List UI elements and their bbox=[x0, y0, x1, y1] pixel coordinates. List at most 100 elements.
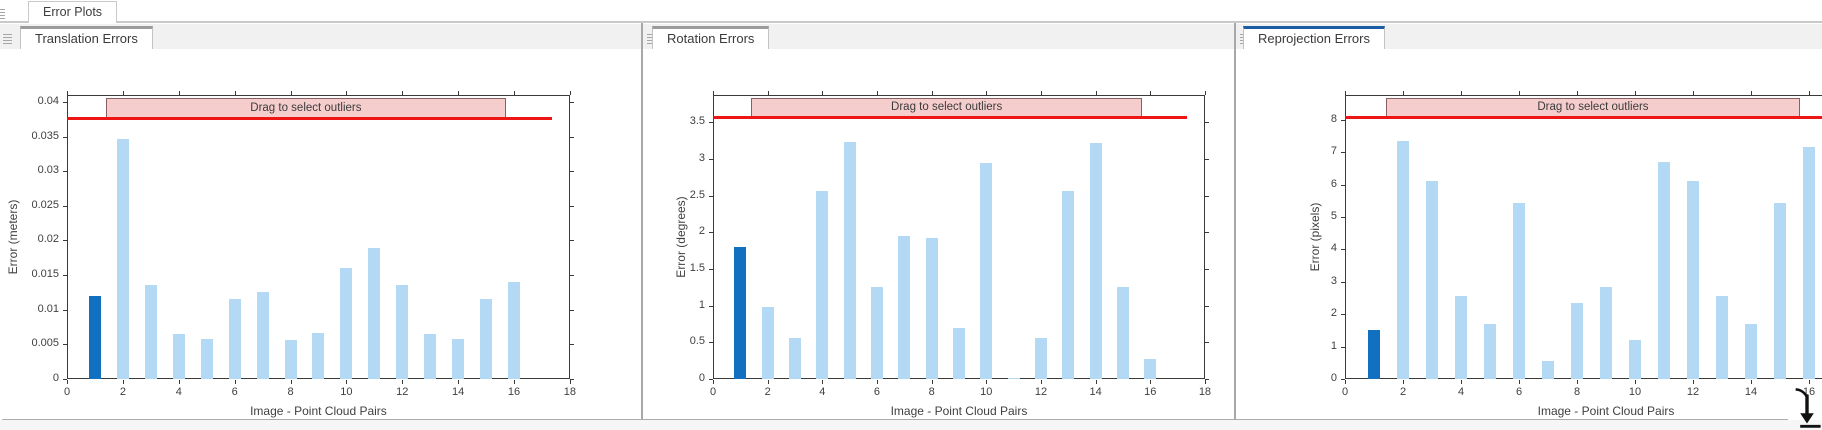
bar bbox=[1089, 143, 1102, 379]
drag-grip-icon[interactable] bbox=[647, 32, 656, 46]
outlier-drag-box[interactable]: Drag to select outliers bbox=[751, 98, 1143, 117]
x-tick-mark bbox=[1577, 91, 1578, 95]
x-tick-mark bbox=[931, 91, 933, 95]
x-tick-label: 14 bbox=[452, 386, 465, 398]
bar bbox=[1007, 378, 1020, 379]
x-tick-label: 14 bbox=[1744, 386, 1758, 398]
x-tick-mark bbox=[767, 91, 769, 95]
y-tick-label: 7 bbox=[1330, 145, 1337, 158]
y-tick-mark bbox=[569, 171, 574, 173]
x-tick-mark bbox=[402, 380, 404, 384]
y-tick-mark bbox=[709, 195, 713, 197]
bar bbox=[1397, 141, 1409, 379]
y-tick-label: 0.02 bbox=[37, 233, 59, 246]
x-tick-label: 4 bbox=[175, 386, 182, 398]
y-tick-mark bbox=[63, 240, 67, 242]
x-tick-mark bbox=[1095, 380, 1097, 384]
panel-divider[interactable] bbox=[1234, 23, 1236, 419]
y-tick-label: 5 bbox=[1330, 210, 1337, 223]
x-tick-mark bbox=[1461, 91, 1462, 95]
x-tick-label: 2 bbox=[1399, 386, 1407, 398]
outlier-drag-box[interactable]: Drag to select outliers bbox=[106, 98, 506, 118]
bar bbox=[1658, 162, 1670, 379]
y-tick-label: 1 bbox=[698, 298, 705, 311]
bar bbox=[256, 292, 269, 379]
tab-rotation-errors[interactable]: Rotation Errors bbox=[652, 26, 770, 49]
y-tick-mark bbox=[569, 240, 574, 242]
y-tick-mark bbox=[63, 101, 67, 103]
bar bbox=[1426, 181, 1438, 379]
y-tick-label: 0.5 bbox=[689, 335, 705, 348]
drag-grip-icon[interactable] bbox=[0, 7, 5, 21]
x-tick-mark bbox=[1577, 380, 1578, 384]
bar bbox=[1745, 324, 1757, 379]
y-tick-label: 0.03 bbox=[37, 164, 59, 177]
y-tick-mark bbox=[709, 122, 713, 124]
x-tick-label: 0 bbox=[1341, 386, 1349, 398]
x-tick-mark bbox=[346, 91, 348, 95]
outlier-drag-box[interactable]: Drag to select outliers bbox=[1385, 98, 1801, 117]
x-tick-mark bbox=[346, 380, 348, 384]
x-tick-mark bbox=[122, 91, 124, 95]
x-tick-label: 18 bbox=[1198, 386, 1212, 398]
bar bbox=[116, 139, 129, 379]
bar bbox=[1629, 340, 1641, 379]
y-tick-label: 3 bbox=[698, 151, 705, 164]
bar bbox=[144, 285, 157, 379]
bar bbox=[1062, 191, 1075, 379]
x-tick-mark bbox=[1693, 380, 1694, 384]
x-tick-mark bbox=[1519, 380, 1520, 384]
y-tick-mark bbox=[63, 379, 67, 380]
y-tick-mark bbox=[1341, 314, 1345, 316]
x-tick-label: 8 bbox=[1573, 386, 1581, 398]
tab-translation-errors[interactable]: Translation Errors bbox=[20, 26, 153, 49]
y-tick-mark bbox=[63, 205, 67, 207]
y-tick-mark bbox=[709, 232, 713, 234]
bar bbox=[508, 282, 521, 379]
y-tick-mark bbox=[709, 342, 713, 344]
y-tick-mark bbox=[709, 305, 713, 307]
panel-divider[interactable] bbox=[641, 23, 643, 419]
axis-x-label: Image - Point Cloud Pairs bbox=[1537, 404, 1675, 418]
x-tick-mark bbox=[986, 91, 988, 95]
y-tick-mark bbox=[1204, 268, 1209, 270]
y-tick-label: 1 bbox=[1330, 339, 1337, 352]
tab-reprojection-errors[interactable]: Reprojection Errors bbox=[1243, 26, 1385, 49]
bar bbox=[480, 299, 493, 379]
bar bbox=[1144, 359, 1157, 379]
x-tick-mark bbox=[67, 91, 68, 95]
x-tick-mark bbox=[1809, 91, 1810, 95]
x-tick-label: 12 bbox=[1034, 386, 1048, 398]
bar bbox=[228, 299, 241, 379]
x-tick-label: 10 bbox=[340, 386, 353, 398]
x-tick-mark bbox=[822, 380, 824, 384]
bar bbox=[1368, 330, 1380, 379]
y-tick-mark bbox=[569, 379, 574, 380]
x-tick-mark bbox=[876, 380, 878, 384]
tab-error-plots[interactable]: Error Plots bbox=[28, 1, 118, 23]
drag-grip-icon[interactable] bbox=[3, 32, 12, 46]
bar bbox=[816, 191, 829, 379]
x-tick-label: 8 bbox=[287, 386, 294, 398]
y-tick-mark bbox=[1204, 342, 1209, 344]
threshold-line bbox=[713, 116, 1188, 119]
x-tick-label: 10 bbox=[980, 386, 993, 398]
y-tick-label: 2 bbox=[698, 225, 705, 238]
x-tick-label: 16 bbox=[507, 386, 521, 398]
y-tick-mark bbox=[1341, 152, 1345, 154]
x-tick-label: 18 bbox=[563, 386, 577, 398]
x-tick-mark bbox=[876, 91, 878, 95]
x-tick-mark bbox=[402, 91, 404, 95]
y-tick-label: 3 bbox=[1330, 274, 1337, 287]
y-tick-mark bbox=[63, 171, 67, 173]
x-tick-mark bbox=[1204, 91, 1206, 95]
x-tick-mark bbox=[1519, 91, 1520, 95]
bar bbox=[1455, 296, 1467, 379]
y-tick-label: 0.025 bbox=[31, 198, 59, 211]
y-tick-label: 0.04 bbox=[37, 94, 59, 107]
y-tick-mark bbox=[1204, 158, 1209, 160]
arrow-down-cursor-icon bbox=[1792, 386, 1822, 428]
x-tick-mark bbox=[713, 380, 714, 384]
x-tick-mark bbox=[1150, 380, 1152, 384]
